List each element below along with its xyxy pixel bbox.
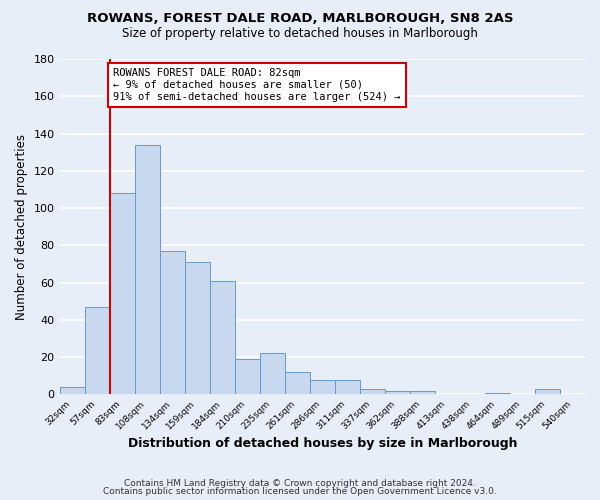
Text: Contains public sector information licensed under the Open Government Licence v3: Contains public sector information licen… <box>103 487 497 496</box>
Text: Contains HM Land Registry data © Crown copyright and database right 2024.: Contains HM Land Registry data © Crown c… <box>124 478 476 488</box>
Bar <box>110 193 134 394</box>
Bar <box>485 392 510 394</box>
X-axis label: Distribution of detached houses by size in Marlborough: Distribution of detached houses by size … <box>128 437 517 450</box>
Y-axis label: Number of detached properties: Number of detached properties <box>15 134 28 320</box>
Bar <box>285 372 310 394</box>
Bar <box>360 389 385 394</box>
Bar <box>85 307 110 394</box>
Bar <box>535 389 560 394</box>
Bar <box>160 251 185 394</box>
Bar <box>235 359 260 394</box>
Bar <box>134 144 160 394</box>
Bar <box>209 281 235 394</box>
Bar <box>335 380 360 394</box>
Text: Size of property relative to detached houses in Marlborough: Size of property relative to detached ho… <box>122 28 478 40</box>
Text: ROWANS, FOREST DALE ROAD, MARLBOROUGH, SN8 2AS: ROWANS, FOREST DALE ROAD, MARLBOROUGH, S… <box>87 12 513 26</box>
Bar <box>185 262 209 394</box>
Text: ROWANS FOREST DALE ROAD: 82sqm
← 9% of detached houses are smaller (50)
91% of s: ROWANS FOREST DALE ROAD: 82sqm ← 9% of d… <box>113 68 401 102</box>
Bar <box>385 391 410 394</box>
Bar <box>410 391 435 394</box>
Bar <box>310 380 335 394</box>
Bar <box>59 387 85 394</box>
Bar <box>260 354 285 395</box>
